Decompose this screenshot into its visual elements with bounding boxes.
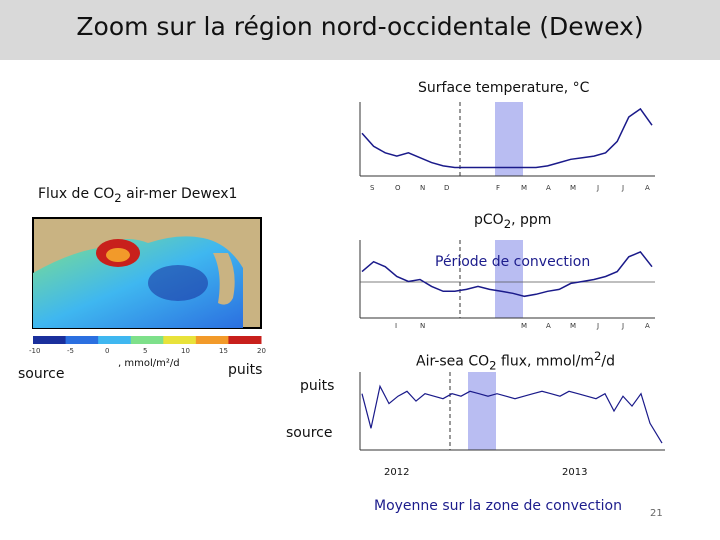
pco2-x-tick: A: [546, 322, 551, 330]
convection-label: Période de convection: [435, 254, 591, 270]
sst-x-tick: F: [496, 184, 500, 192]
map-title: Flux de CO2 air-mer Dewex1: [38, 186, 237, 205]
map-title-text: Flux de CO: [38, 186, 115, 202]
sst-title: Surface temperature, °C: [418, 80, 590, 96]
map-title-sub: 2: [114, 190, 122, 205]
colorbar-swatch: [195, 336, 229, 344]
pco2-x-tick: J: [621, 322, 624, 330]
sst-band: [495, 102, 523, 176]
map-title-text-end: air-mer Dewex1: [121, 186, 238, 202]
colorbar-tick: 10: [181, 347, 190, 355]
pco2-x-tick: M: [570, 322, 576, 330]
colorbar-swatch: [65, 336, 99, 344]
pco2-chart: I N M A M J J A: [359, 240, 655, 330]
colorbar-swatch: [228, 336, 262, 344]
pco2-x-tick: M: [521, 322, 527, 330]
colorbar-unit: , mmol/m²/d: [118, 358, 180, 369]
map-hotspot-inner: [106, 248, 130, 262]
sst-x-tick: D: [444, 184, 449, 192]
pco2-series-line: [361, 250, 653, 298]
flux-map: -10 -5 0 5 10 15 20: [29, 217, 266, 355]
title-bar: [0, 0, 720, 60]
sst-x-tick: O: [395, 184, 401, 192]
flux-band: [468, 372, 496, 450]
sst-series-line: [361, 107, 653, 169]
colorbar: -10 -5 0 5 10 15 20: [29, 336, 266, 355]
sst-x-tick: J: [596, 184, 599, 192]
sst-x-tick: J: [621, 184, 624, 192]
slide-title: Zoom sur la région nord-occidentale (Dew…: [76, 12, 644, 41]
sst-x-tick: M: [570, 184, 576, 192]
map-island: [213, 253, 235, 305]
flux-title: Air-sea CO2 flux, mmol/m2/d: [416, 349, 615, 372]
map-sink-area: [148, 265, 208, 301]
source-label-mid: source: [286, 425, 333, 441]
flux-title-sub: 2: [489, 358, 497, 373]
colorbar-tick: 0: [105, 347, 109, 355]
pco2-band: [495, 240, 523, 318]
colorbar-tick: -5: [67, 347, 74, 355]
colorbar-tick: 20: [257, 347, 266, 355]
puits-label-left: puits: [228, 362, 263, 378]
flux-chart: [359, 372, 665, 451]
colorbar-tick: 5: [143, 347, 147, 355]
pco2-x-tick: J: [596, 322, 599, 330]
pco2-x-tick: N: [420, 322, 425, 330]
flux-title-end: /d: [601, 353, 615, 370]
sst-x-tick: A: [546, 184, 551, 192]
colorbar-swatch: [163, 336, 197, 344]
pco2-x-tick: A: [645, 322, 650, 330]
pco2-title-text-end: , ppm: [511, 212, 552, 228]
source-label-left: source: [18, 366, 65, 382]
colorbar-swatch: [33, 336, 67, 344]
sst-x-tick: N: [420, 184, 425, 192]
pco2-title-sub: 2: [503, 216, 512, 231]
flux-title-sup: 2: [593, 349, 602, 363]
map-sea: [33, 236, 243, 328]
sst-x-tick: S: [370, 184, 375, 192]
sst-x-tick: A: [645, 184, 650, 192]
flux-title-text: Air-sea CO: [416, 353, 490, 370]
flux-title-mid: flux, mmol/m: [496, 353, 594, 370]
pco2-title-text: pCO: [474, 212, 504, 228]
year-2013: 2013: [562, 467, 588, 478]
pco2-x-ticks: I N M A M J J A: [395, 322, 650, 330]
page-number: 21: [650, 508, 663, 519]
sst-x-ticks: S O N D F M A M J J A: [370, 184, 650, 192]
colorbar-tick: -10: [29, 347, 40, 355]
year-2012: 2012: [384, 467, 410, 478]
sst-chart: S O N D F M A M J J A: [359, 102, 655, 192]
puits-label-mid: puits: [300, 378, 335, 394]
footer-caption: Moyenne sur la zone de convection: [374, 498, 622, 514]
pco2-title: pCO2, ppm: [474, 212, 551, 231]
colorbar-swatch: [130, 336, 164, 344]
flux-series-line: [361, 384, 663, 444]
colorbar-tick: 15: [219, 347, 228, 355]
pco2-x-tick: I: [395, 322, 397, 330]
sst-x-tick: M: [521, 184, 527, 192]
colorbar-swatch: [98, 336, 132, 344]
